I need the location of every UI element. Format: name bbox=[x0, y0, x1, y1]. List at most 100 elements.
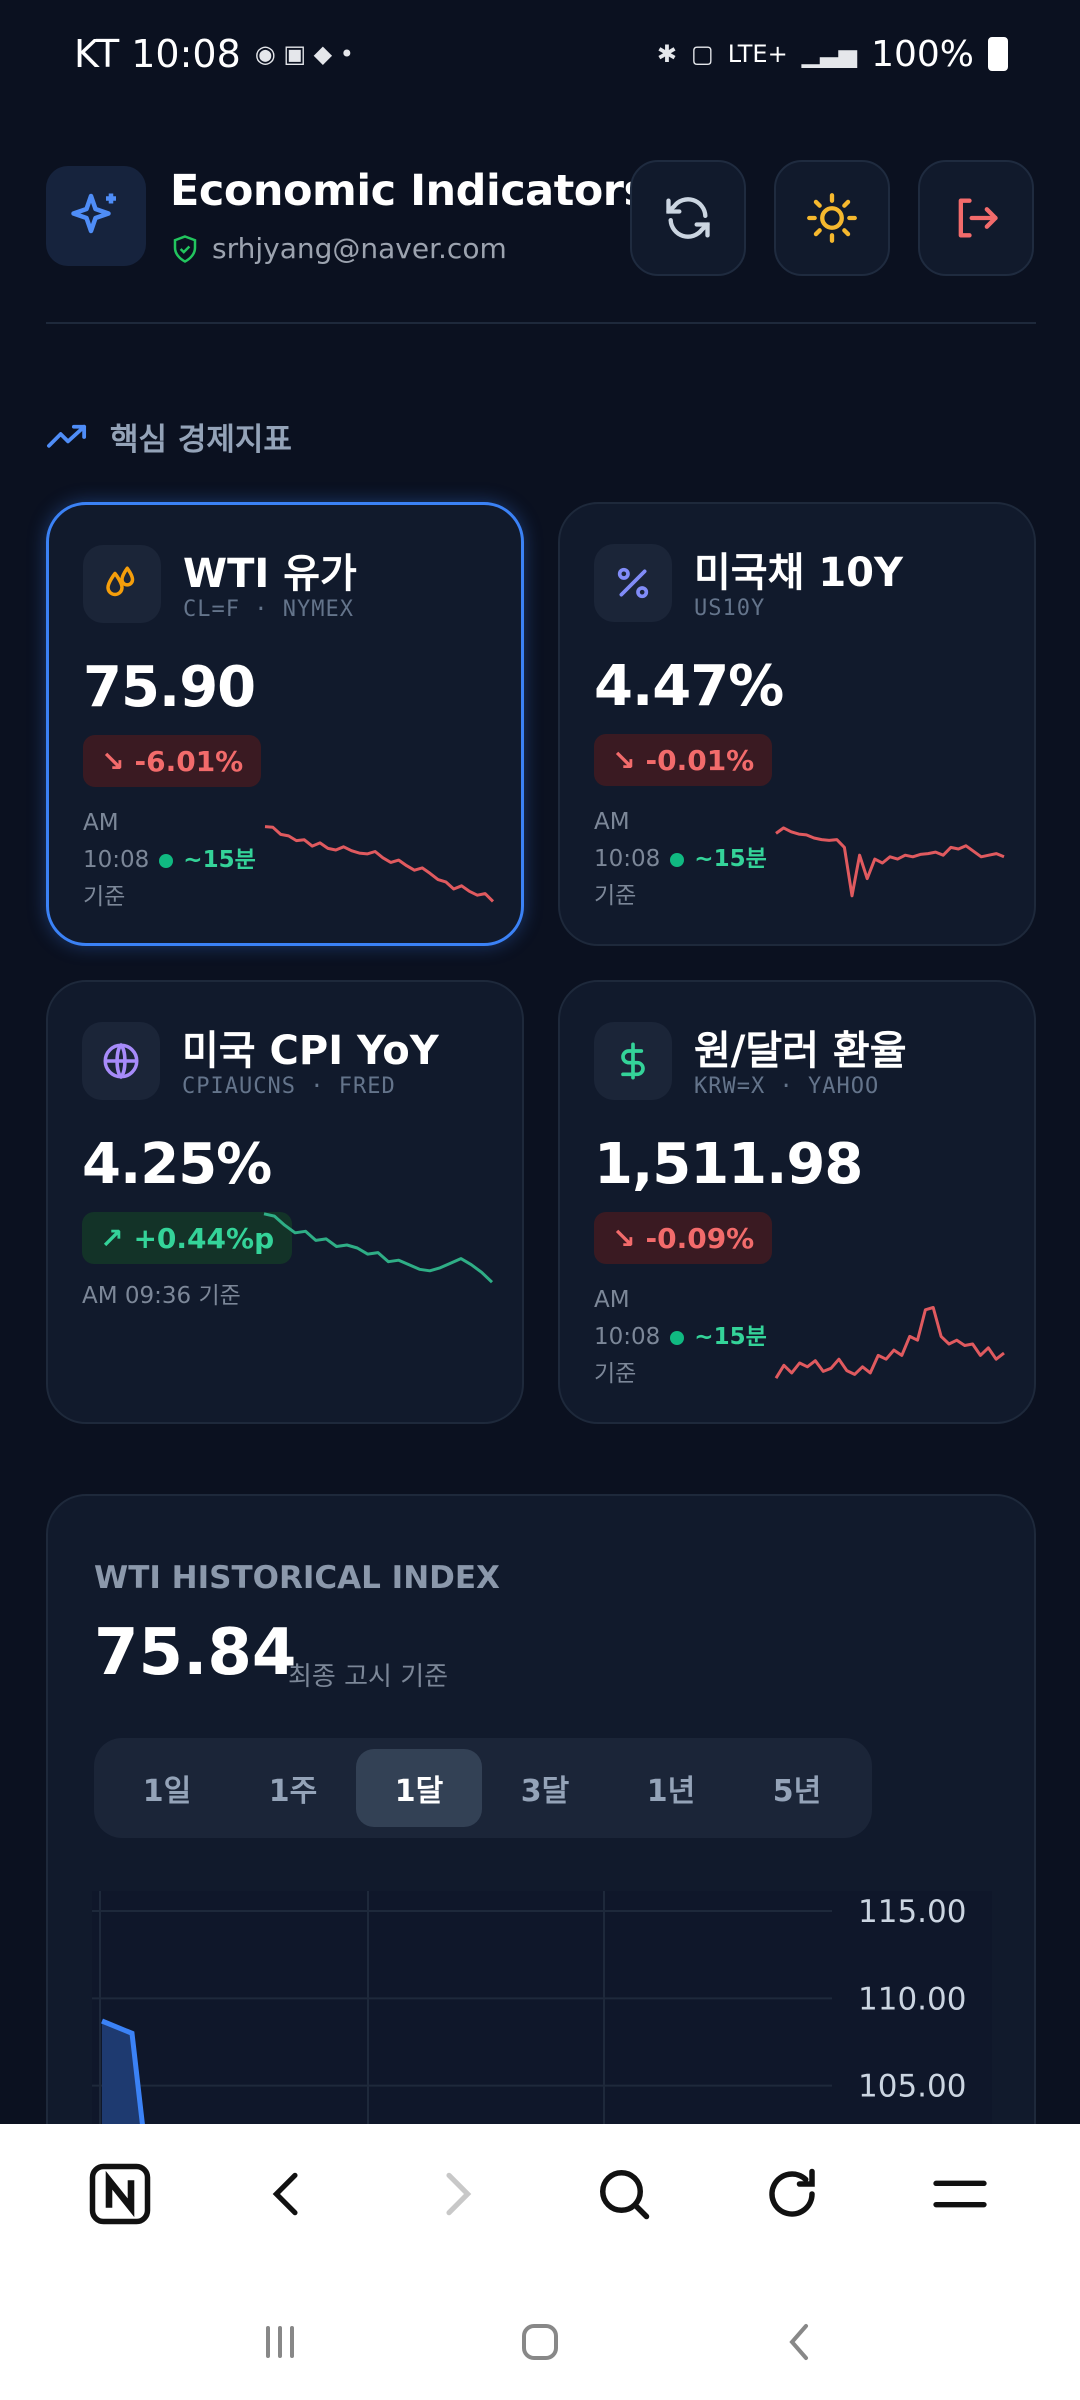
system-back-button[interactable] bbox=[750, 2292, 850, 2392]
recent-apps-button[interactable] bbox=[230, 2292, 330, 2392]
recent-apps-icon bbox=[266, 2326, 294, 2358]
card-value: 4.25% bbox=[82, 1132, 272, 1197]
historical-label: WTI HISTORICAL INDEX bbox=[94, 1560, 500, 1596]
historical-note: 최종 고시 기준 bbox=[288, 1662, 449, 1692]
menu-icon bbox=[933, 2180, 987, 2208]
search-button[interactable] bbox=[574, 2144, 674, 2244]
tab-1m[interactable]: 1달 bbox=[356, 1749, 482, 1827]
sparkline-path bbox=[264, 825, 495, 903]
battery-percent: 100% bbox=[871, 33, 974, 75]
indicator-card-krw[interactable]: 원/달러 환율 KRW=X · YAHOO 1,511.98 ↘ -0.09% A… bbox=[558, 980, 1036, 1424]
trending-down-icon: ↘ bbox=[612, 743, 636, 777]
indicator-card-cpi[interactable]: 미국 CPI YoY CPIAUCNS · FRED 4.25% ↗ +0.44%… bbox=[46, 980, 524, 1424]
hd-icon: ▢ bbox=[691, 40, 714, 68]
sparkle-logo-icon bbox=[46, 166, 146, 266]
update-time: AM 10:08 ~15분 기준 bbox=[594, 809, 767, 909]
battery-icon bbox=[988, 37, 1008, 71]
forward-icon bbox=[446, 2172, 472, 2216]
menu-button[interactable] bbox=[910, 2144, 1010, 2244]
sparkline-path bbox=[775, 826, 1005, 898]
update-time: AM 10:08 ~15분 기준 bbox=[594, 1287, 767, 1387]
update-time: AM 09:36 기준 bbox=[82, 1283, 241, 1309]
user-email-row: srhjyang@naver.com bbox=[170, 232, 507, 265]
percent-icon bbox=[594, 544, 672, 622]
card-title: 원/달러 환율 bbox=[694, 1028, 907, 1074]
refresh-icon bbox=[666, 197, 710, 239]
sparkline bbox=[775, 826, 1005, 898]
y-tick-label: 105.00 bbox=[858, 2069, 966, 2105]
card-value: 1,511.98 bbox=[594, 1132, 863, 1197]
section-title: 핵심 경제지표 bbox=[110, 422, 292, 458]
card-source: KRW=X · YAHOO bbox=[694, 1074, 880, 1099]
theme-toggle-button[interactable] bbox=[774, 160, 890, 276]
sun-icon bbox=[807, 193, 857, 243]
card-source: US10Y bbox=[694, 596, 766, 621]
section-header: 핵심 경제지표 bbox=[46, 414, 292, 459]
logout-icon bbox=[958, 198, 998, 238]
refresh-button[interactable] bbox=[630, 160, 746, 276]
status-bar: KT 10:08 ◉ ▣ ◆ • ✱ ▢ LTE+ ▁▃▅ 100% bbox=[0, 0, 1080, 108]
system-nav-bar bbox=[0, 2292, 1080, 2392]
app-header: Economic Indicators srhjyang@naver.com bbox=[46, 160, 1036, 280]
trending-up-icon: ↗ bbox=[100, 1221, 124, 1255]
browser-bottom-bar bbox=[0, 2124, 1080, 2400]
logout-button[interactable] bbox=[918, 160, 1034, 276]
card-value: 4.47% bbox=[594, 654, 784, 719]
card-title: WTI 유가 bbox=[183, 551, 357, 597]
globe-icon bbox=[82, 1022, 160, 1100]
search-icon bbox=[600, 2170, 650, 2220]
tab-1y[interactable]: 1년 bbox=[646, 1774, 696, 1809]
signal-icon: ▁▃▅ bbox=[801, 40, 858, 68]
naver-icon bbox=[89, 2163, 151, 2225]
sparkline-path bbox=[774, 1306, 1005, 1379]
reload-button[interactable] bbox=[742, 2144, 842, 2244]
change-badge: ↘ -0.09% bbox=[594, 1212, 773, 1264]
tab-1w[interactable]: 1주 bbox=[268, 1774, 318, 1809]
system-back-icon bbox=[789, 2324, 808, 2360]
card-source: CPIAUCNS · FRED bbox=[182, 1074, 396, 1099]
network-label: LTE+ bbox=[727, 40, 788, 68]
card-value: 75.90 bbox=[83, 655, 256, 720]
live-dot-icon bbox=[670, 1330, 685, 1345]
tab-1d[interactable]: 1일 bbox=[142, 1774, 192, 1809]
indicator-card-us10y[interactable]: 미국채 10Y US10Y 4.47% ↘ -0.01% AM 10:08 ~15분… bbox=[558, 502, 1036, 946]
user-email: srhjyang@naver.com bbox=[212, 232, 507, 265]
card-source: CL=F · NYMEX bbox=[183, 597, 354, 622]
live-dot-icon bbox=[670, 852, 685, 867]
change-badge: ↘ -6.01% bbox=[83, 735, 262, 787]
naver-home-button[interactable] bbox=[70, 2144, 170, 2244]
sparkline-path bbox=[263, 1212, 494, 1284]
live-dot-icon bbox=[159, 853, 174, 868]
droplets-icon bbox=[83, 545, 161, 623]
back-icon bbox=[272, 2172, 298, 2216]
header-divider bbox=[46, 322, 1036, 324]
carrier-time: KT 10:08 bbox=[74, 32, 241, 76]
trending-up-icon bbox=[47, 424, 87, 448]
shield-check-icon bbox=[173, 234, 197, 263]
card-title: 미국채 10Y bbox=[694, 550, 903, 596]
tab-5y[interactable]: 5년 bbox=[772, 1774, 822, 1809]
change-badge: ↘ -0.01% bbox=[594, 734, 773, 786]
sparkline bbox=[263, 1212, 494, 1284]
forward-button[interactable] bbox=[406, 2144, 506, 2244]
card-title: 미국 CPI YoY bbox=[182, 1028, 439, 1074]
range-tabs: 1일 1주 1달 3달 1년 5년 bbox=[94, 1738, 872, 1838]
home-icon bbox=[522, 2324, 558, 2360]
update-time: AM 10:08 ~15분 기준 bbox=[83, 810, 256, 910]
y-tick-label: 115.00 bbox=[858, 1894, 966, 1930]
y-tick-label: 110.00 bbox=[858, 1981, 966, 2017]
sparkline bbox=[774, 1306, 1005, 1379]
tab-3m[interactable]: 3달 bbox=[520, 1774, 570, 1809]
indicator-card-wti[interactable]: WTI 유가 CL=F · NYMEX 75.90 ↘ -6.01% AM 10:… bbox=[46, 502, 524, 946]
reload-icon bbox=[769, 2168, 815, 2217]
sparkline bbox=[264, 825, 495, 903]
change-badge: ↗ +0.44%p bbox=[82, 1212, 293, 1264]
trending-down-icon: ↘ bbox=[101, 744, 125, 778]
home-button[interactable] bbox=[490, 2292, 590, 2392]
notification-icons: ◉ ▣ ◆ • bbox=[254, 40, 354, 68]
bluetooth-icon: ✱ bbox=[656, 40, 678, 68]
back-button[interactable] bbox=[238, 2144, 338, 2244]
trending-down-icon: ↘ bbox=[612, 1221, 636, 1255]
dollar-icon bbox=[594, 1022, 672, 1100]
historical-value: 75.84 bbox=[94, 1616, 297, 1690]
